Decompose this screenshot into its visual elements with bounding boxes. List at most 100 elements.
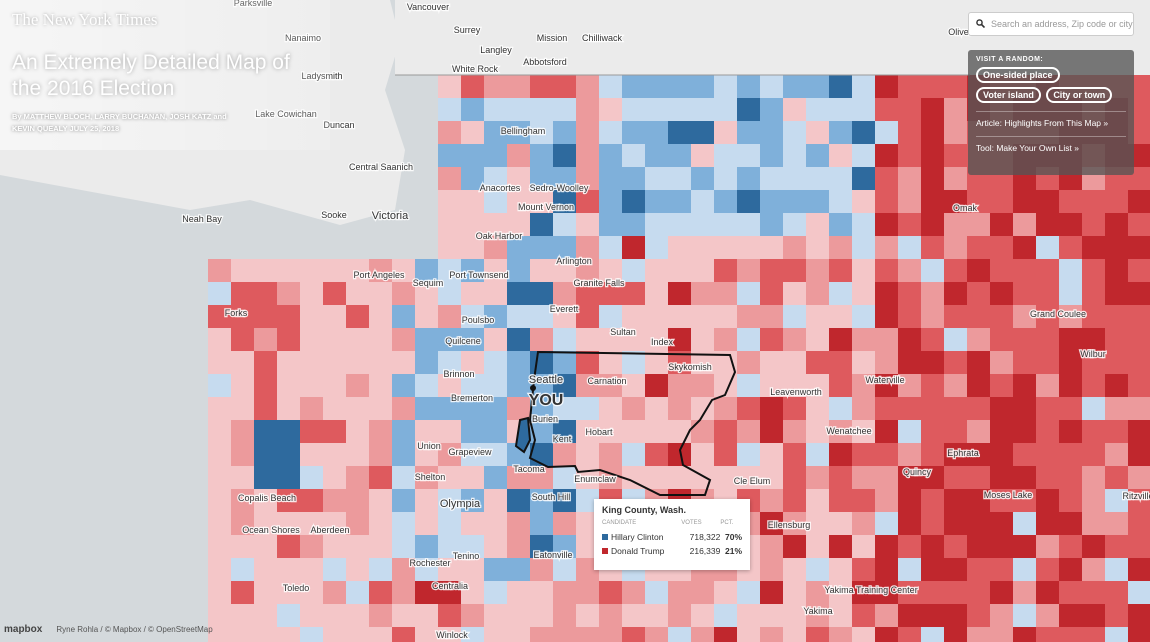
precinct xyxy=(760,259,784,283)
search-box[interactable]: Search an address, Zip code or city xyxy=(968,12,1134,36)
precinct xyxy=(760,213,784,237)
precinct xyxy=(1105,535,1129,559)
precinct xyxy=(323,535,347,559)
precinct xyxy=(323,328,347,352)
precinct xyxy=(576,75,600,99)
precinct xyxy=(783,512,807,536)
precinct xyxy=(990,190,1014,214)
panel-heading: VISIT A RANDOM: xyxy=(976,56,1044,63)
precinct xyxy=(760,305,784,329)
precinct xyxy=(530,121,554,145)
precinct xyxy=(300,259,324,283)
place-label: Sequim xyxy=(413,278,444,288)
panel-link[interactable]: Article: Highlights From This Map » xyxy=(976,111,1126,128)
precinct xyxy=(668,144,692,168)
precinct xyxy=(323,305,347,329)
precinct xyxy=(392,397,416,421)
precinct xyxy=(254,627,278,642)
precinct xyxy=(852,190,876,214)
precinct xyxy=(875,213,899,237)
precinct xyxy=(737,236,761,260)
precinct xyxy=(944,374,968,398)
precinct xyxy=(875,167,899,191)
precinct xyxy=(231,489,255,513)
precinct xyxy=(668,627,692,642)
precinct xyxy=(553,351,577,375)
random-panel: VISIT A RANDOM: One-sided place Voter is… xyxy=(968,50,1134,175)
you-marker: YOU xyxy=(529,392,564,409)
precinct xyxy=(438,581,462,605)
precinct xyxy=(737,305,761,329)
precinct xyxy=(530,144,554,168)
random-button[interactable]: One-sided place xyxy=(976,67,1060,83)
precinct xyxy=(714,282,738,306)
precinct xyxy=(1059,466,1083,490)
precinct xyxy=(1128,627,1150,642)
place-label: Bellingham xyxy=(501,126,546,136)
precinct xyxy=(898,627,922,642)
precinct xyxy=(576,190,600,214)
precinct xyxy=(553,627,577,642)
precinct xyxy=(829,351,853,375)
precinct xyxy=(300,604,324,628)
precinct xyxy=(484,75,508,99)
precinct xyxy=(714,328,738,352)
precinct xyxy=(392,512,416,536)
precinct xyxy=(530,604,554,628)
random-button[interactable]: Voter island xyxy=(976,87,1041,103)
attribution: mapbox Ryne Rohla / © Mapbox / © OpenStre… xyxy=(4,624,213,635)
precinct xyxy=(553,489,577,513)
attribution-text[interactable]: Ryne Rohla / © Mapbox / © OpenStreetMap xyxy=(56,625,213,634)
precinct xyxy=(461,259,485,283)
precinct xyxy=(668,259,692,283)
precinct xyxy=(323,581,347,605)
precinct xyxy=(507,558,531,582)
precinct xyxy=(921,213,945,237)
precinct xyxy=(829,627,853,642)
precinct xyxy=(668,443,692,467)
precinct xyxy=(691,351,715,375)
precinct xyxy=(576,351,600,375)
precinct xyxy=(369,374,393,398)
place-label: Leavenworth xyxy=(770,387,822,397)
precinct xyxy=(645,328,669,352)
logo[interactable]: The New York Times xyxy=(12,10,158,29)
precinct xyxy=(1128,190,1150,214)
precinct xyxy=(1082,213,1106,237)
place-label: Duncan xyxy=(323,120,354,130)
precinct xyxy=(599,98,623,122)
precinct xyxy=(829,443,853,467)
panel-link[interactable]: Tool: Make Your Own List » xyxy=(976,136,1126,153)
precinct xyxy=(1082,282,1106,306)
precinct xyxy=(438,190,462,214)
precinct xyxy=(967,489,991,513)
precinct xyxy=(737,328,761,352)
precinct xyxy=(323,259,347,283)
precinct xyxy=(254,512,278,536)
precinct xyxy=(967,420,991,444)
precinct xyxy=(737,443,761,467)
precinct xyxy=(507,190,531,214)
precinct xyxy=(369,535,393,559)
precinct xyxy=(875,604,899,628)
precinct xyxy=(277,374,301,398)
precinct xyxy=(1059,558,1083,582)
precinct xyxy=(944,236,968,260)
precinct xyxy=(668,190,692,214)
precinct xyxy=(599,190,623,214)
precinct xyxy=(944,75,968,99)
precinct xyxy=(553,535,577,559)
precinct xyxy=(208,374,232,398)
mapbox-logo[interactable]: mapbox xyxy=(4,624,43,635)
precinct xyxy=(369,443,393,467)
precinct xyxy=(1036,374,1060,398)
precinct xyxy=(806,144,830,168)
precinct xyxy=(806,121,830,145)
precinct xyxy=(921,328,945,352)
place-label: Quincy xyxy=(903,467,932,477)
random-button[interactable]: City or town xyxy=(1046,87,1113,103)
place-label: Port Angeles xyxy=(353,270,405,280)
precinct xyxy=(1013,259,1037,283)
